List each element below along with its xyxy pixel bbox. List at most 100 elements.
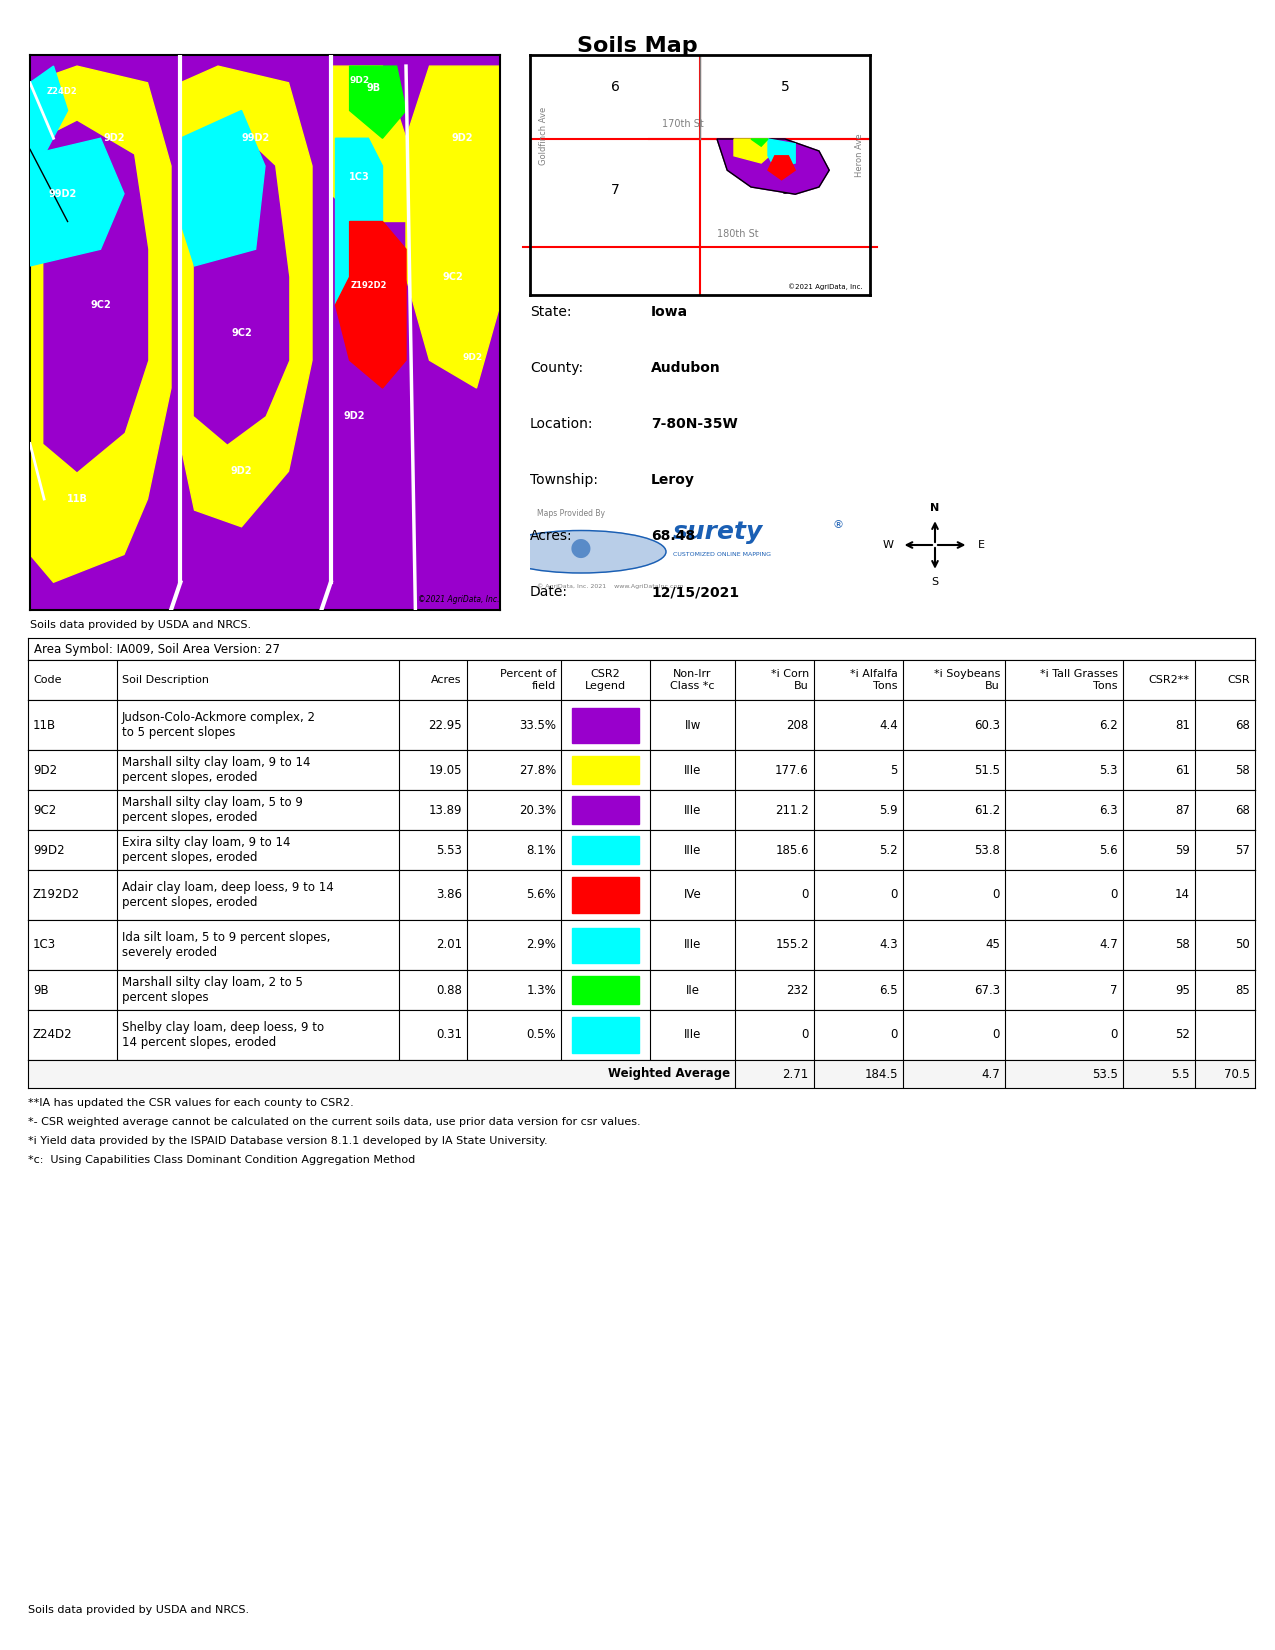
Text: S: S <box>932 578 938 587</box>
Text: Percent of
field: Percent of field <box>500 668 556 691</box>
Text: 61.2: 61.2 <box>974 804 1000 817</box>
Text: 184.5: 184.5 <box>864 1068 898 1081</box>
Text: Z192D2: Z192D2 <box>351 280 386 290</box>
Text: 4.7: 4.7 <box>1099 939 1118 952</box>
Text: 0: 0 <box>993 888 1000 901</box>
Bar <box>572 837 639 865</box>
Text: ®: ® <box>833 520 844 530</box>
Polygon shape <box>31 66 171 582</box>
Text: Goldfinch Ave: Goldfinch Ave <box>539 107 548 165</box>
Text: 20.3%: 20.3% <box>519 804 556 817</box>
Text: CUSTOMIZED ONLINE MAPPING: CUSTOMIZED ONLINE MAPPING <box>673 551 771 556</box>
Text: 53.8: 53.8 <box>974 843 1000 856</box>
Text: 99D2: 99D2 <box>241 134 270 144</box>
Text: 9D2: 9D2 <box>463 353 482 363</box>
Text: Soils data provided by USDA and NRCS.: Soils data provided by USDA and NRCS. <box>31 620 251 630</box>
Text: 9C2: 9C2 <box>231 327 252 338</box>
Polygon shape <box>717 139 829 195</box>
Text: 7: 7 <box>1111 983 1118 997</box>
Text: IIIe: IIIe <box>683 804 701 817</box>
Text: County:: County: <box>530 361 583 375</box>
Text: State:: State: <box>530 305 571 318</box>
Text: *c:  Using Capabilities Class Dominant Condition Aggregation Method: *c: Using Capabilities Class Dominant Co… <box>28 1155 416 1165</box>
Text: Township:: Township: <box>530 474 598 487</box>
Text: 11B: 11B <box>33 718 56 731</box>
Text: *i Yield data provided by the ISPAID Database version 8.1.1 developed by IA Stat: *i Yield data provided by the ISPAID Dat… <box>28 1135 548 1147</box>
Text: © AgriData, Inc. 2021    www.AgriDataInc.com: © AgriData, Inc. 2021 www.AgriDataInc.co… <box>537 582 683 589</box>
Text: 7: 7 <box>611 183 620 198</box>
Text: *i Tall Grasses
Tons: *i Tall Grasses Tons <box>1040 668 1118 691</box>
Polygon shape <box>180 66 312 526</box>
Text: surety: surety <box>673 520 762 544</box>
Text: 9D2: 9D2 <box>451 134 473 144</box>
Text: IIw: IIw <box>685 718 701 731</box>
Text: Iowa: Iowa <box>652 305 688 318</box>
Text: 0: 0 <box>802 888 808 901</box>
Text: 208: 208 <box>787 718 808 731</box>
Text: 61: 61 <box>1174 764 1190 777</box>
Text: Adair clay loam, deep loess, 9 to 14
percent slopes, eroded: Adair clay loam, deep loess, 9 to 14 per… <box>122 881 334 909</box>
Text: Exira silty clay loam, 9 to 14
percent slopes, eroded: Exira silty clay loam, 9 to 14 percent s… <box>122 837 291 865</box>
Text: 211.2: 211.2 <box>775 804 808 817</box>
Text: 27.8%: 27.8% <box>519 764 556 777</box>
Text: 2.71: 2.71 <box>783 1068 808 1081</box>
Text: 99D2: 99D2 <box>48 188 76 198</box>
Text: ©2021 AgriData, Inc.: ©2021 AgriData, Inc. <box>417 596 499 604</box>
Text: ●: ● <box>570 536 592 559</box>
Bar <box>572 708 639 742</box>
Text: 95: 95 <box>1176 983 1190 997</box>
Text: 9C2: 9C2 <box>33 804 56 817</box>
Text: IIIe: IIIe <box>683 764 701 777</box>
Text: 155.2: 155.2 <box>775 939 808 952</box>
Text: W: W <box>882 540 894 549</box>
Text: 0: 0 <box>802 1028 808 1041</box>
Text: Audubon: Audubon <box>652 361 720 375</box>
Text: N: N <box>931 503 940 513</box>
Text: 9C2: 9C2 <box>442 272 463 282</box>
Bar <box>572 756 639 784</box>
Text: 1.3%: 1.3% <box>527 983 556 997</box>
Text: 6: 6 <box>611 79 620 94</box>
Text: 5.2: 5.2 <box>880 843 898 856</box>
Text: 19.05: 19.05 <box>428 764 462 777</box>
Text: Soils data provided by USDA and NRCS.: Soils data provided by USDA and NRCS. <box>28 1605 249 1615</box>
Polygon shape <box>768 155 796 180</box>
Text: 68.48: 68.48 <box>652 530 695 543</box>
Text: 2.9%: 2.9% <box>527 939 556 952</box>
Bar <box>572 977 639 1003</box>
Text: 0.31: 0.31 <box>436 1028 462 1041</box>
Text: 81: 81 <box>1176 718 1190 731</box>
Text: Leroy: Leroy <box>652 474 695 487</box>
Text: 8: 8 <box>780 183 789 198</box>
Text: 60.3: 60.3 <box>974 718 1000 731</box>
Text: 67.3: 67.3 <box>974 983 1000 997</box>
Text: IIIe: IIIe <box>683 1028 701 1041</box>
Text: 180th St: 180th St <box>717 229 759 239</box>
Text: IIe: IIe <box>686 983 700 997</box>
Text: CSR2**: CSR2** <box>1149 675 1190 685</box>
Text: Shelby clay loam, deep loess, 9 to
14 percent slopes, eroded: Shelby clay loam, deep loess, 9 to 14 pe… <box>122 1021 324 1049</box>
Text: 59: 59 <box>1176 843 1190 856</box>
Text: Location:: Location: <box>530 417 593 431</box>
Text: 4.3: 4.3 <box>880 939 898 952</box>
Text: **IA has updated the CSR values for each county to CSR2.: **IA has updated the CSR values for each… <box>28 1097 353 1109</box>
Text: 5.6: 5.6 <box>1099 843 1118 856</box>
Text: 177.6: 177.6 <box>775 764 808 777</box>
Polygon shape <box>31 139 124 266</box>
Polygon shape <box>330 66 405 221</box>
Text: Code: Code <box>33 675 61 685</box>
Text: 68: 68 <box>1235 804 1250 817</box>
Text: 5.6%: 5.6% <box>527 888 556 901</box>
Text: 170th St: 170th St <box>662 119 704 129</box>
Text: Ida silt loam, 5 to 9 percent slopes,
severely eroded: Ida silt loam, 5 to 9 percent slopes, se… <box>122 931 330 959</box>
Text: 0.88: 0.88 <box>436 983 462 997</box>
Bar <box>572 878 639 912</box>
Text: 87: 87 <box>1176 804 1190 817</box>
Text: 3.86: 3.86 <box>436 888 462 901</box>
Text: 22.95: 22.95 <box>428 718 462 731</box>
Text: *i Soybeans
Bu: *i Soybeans Bu <box>933 668 1000 691</box>
Text: Area Symbol: IA009, Soil Area Version: 27: Area Symbol: IA009, Soil Area Version: 2… <box>34 642 280 655</box>
Text: 4.7: 4.7 <box>982 1068 1000 1081</box>
Text: *- CSR weighted average cannot be calculated on the current soils data, use prio: *- CSR weighted average cannot be calcul… <box>28 1117 640 1127</box>
Text: 50: 50 <box>1235 939 1250 952</box>
